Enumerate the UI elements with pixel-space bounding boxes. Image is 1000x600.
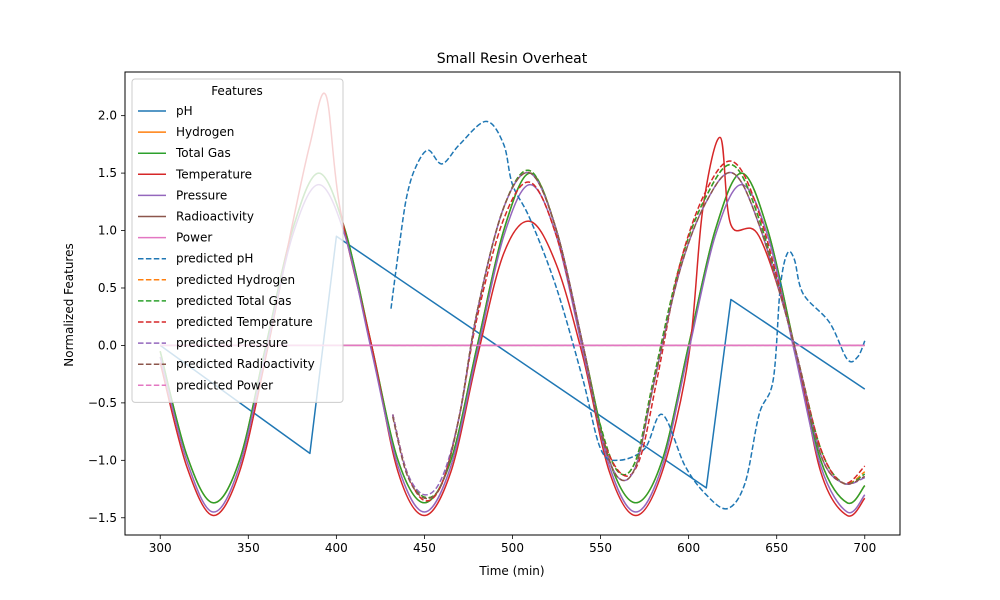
legend-label-pressure: Pressure [176,188,227,202]
y-tick-label: −0.5 [88,396,117,410]
series-line-predicted-total-gas [391,163,866,499]
legend-label-predicted-pressure: predicted Pressure [176,336,288,350]
x-tick-label: 400 [325,541,348,555]
x-tick-label: 550 [589,541,612,555]
y-tick-label: 1.0 [98,224,117,238]
series-line-predicted-pressure [391,171,866,496]
legend-label-ph: pH [176,104,193,118]
y-tick-label: 0.5 [98,281,117,295]
chart-title: Small Resin Overheat [437,51,588,67]
x-tick-label: 300 [149,541,172,555]
legend-label-predicted-ph: predicted pH [176,252,253,266]
legend-label-temperature: Temperature [175,167,252,181]
y-tick-label: 0.0 [98,338,117,352]
y-axis: −1.5 −1.0 −0.5 0.0 0.5 1.0 1.5 2.0 [88,109,125,525]
legend-label-predicted-hydrogen: predicted Hydrogen [176,273,295,287]
series-line-predicted-temperature [391,160,866,502]
y-tick-label: 1.5 [98,166,117,180]
legend-label-power: Power [176,231,212,245]
y-axis-label: Normalized Features [62,243,76,366]
series-line-predicted-ph [390,120,866,510]
x-tick-label: 600 [677,541,700,555]
x-axis-label: Time (min) [478,564,544,578]
legend-box [131,78,344,403]
legend-label-total-gas: Total Gas [175,146,231,160]
legend-label-predicted-power: predicted Power [176,378,273,392]
x-axis: 300 350 400 450 500 550 600 650 700 [149,535,876,555]
legend-label-predicted-temperature: predicted Temperature [176,315,313,329]
x-tick-label: 350 [237,541,260,555]
legend-label-predicted-radioactivity: predicted Radioactivity [176,357,315,371]
legend-label-hydrogen: Hydrogen [176,125,234,139]
legend-label-radioactivity: Radioactivity [176,210,254,224]
legend-title: Features [211,84,263,98]
x-tick-label: 500 [501,541,524,555]
legend: Features pH Hydrogen Total Gas Temperature Pr… [131,78,344,403]
x-tick-label: 650 [765,541,788,555]
x-tick-label: 700 [853,541,876,555]
series-line-predicted-hydrogen [391,163,866,499]
series-line-ph [159,235,866,489]
x-tick-label: 450 [413,541,436,555]
series-line-predicted-radioactivity [391,171,866,500]
y-tick-label: −1.5 [88,511,117,525]
y-tick-label: 2.0 [98,109,117,123]
y-tick-label: −1.0 [88,453,117,467]
legend-label-predicted-total-gas: predicted Total Gas [176,294,291,308]
